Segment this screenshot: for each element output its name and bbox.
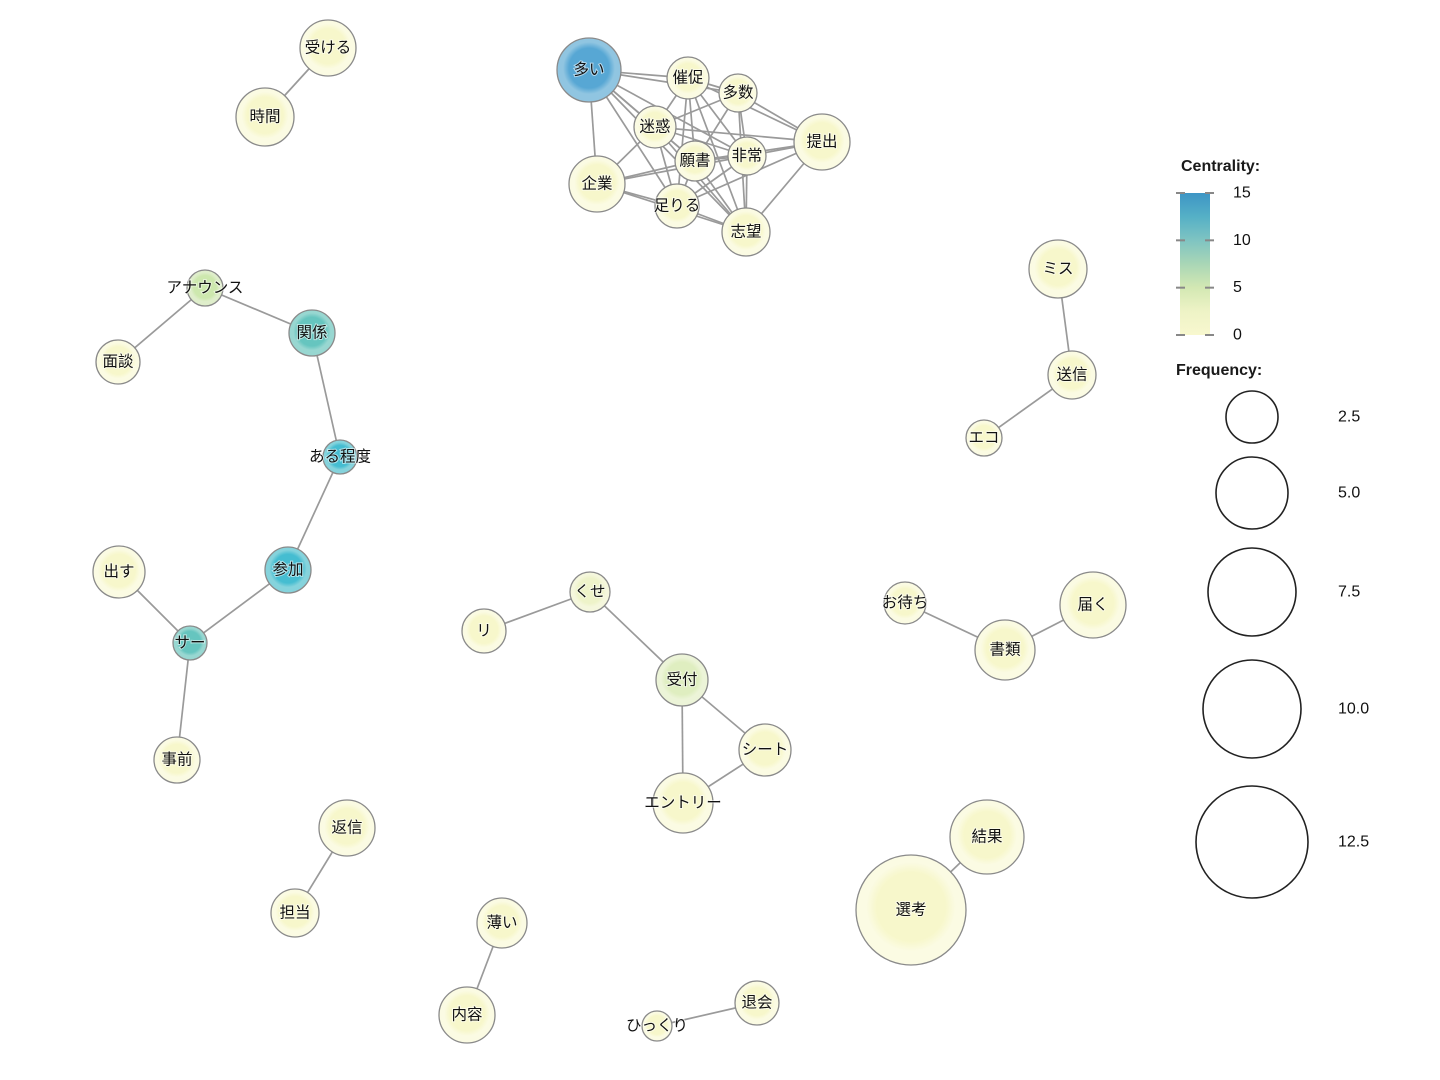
network-node (965, 419, 1003, 457)
network-node (1059, 571, 1127, 639)
network-node (186, 269, 224, 307)
frequency-legend-circle (1215, 456, 1289, 530)
node-label: 退会 (741, 994, 772, 1012)
network-node (322, 439, 358, 475)
centrality-tick-label: 0 (1233, 327, 1242, 344)
node-label: ミス (1042, 261, 1073, 278)
centrality-colorbar (1180, 193, 1210, 335)
network-node (949, 799, 1025, 875)
node-label: 受ける (305, 39, 352, 57)
network-node (674, 140, 716, 182)
network-node (568, 155, 626, 213)
node-label: 届く (1077, 597, 1108, 614)
network-edge (588, 69, 747, 233)
node-label: 担当 (279, 904, 310, 922)
node-label: くせ (574, 584, 605, 601)
node-label: アナウンス (167, 279, 244, 297)
frequency-legend-label: 7.5 (1338, 584, 1360, 601)
network-node (1028, 239, 1088, 299)
node-label: 時間 (249, 108, 280, 126)
network-node (1047, 350, 1097, 400)
network-node (172, 625, 208, 661)
network-node (738, 723, 792, 777)
node-label: 関係 (296, 324, 327, 342)
node-label: 内容 (451, 1006, 482, 1024)
frequency-legend-label: 10.0 (1338, 701, 1369, 718)
network-node (569, 571, 611, 613)
network-node (855, 854, 967, 966)
network-node (655, 653, 709, 707)
network-node (666, 56, 710, 100)
node-label: 参加 (272, 561, 303, 579)
network-node (727, 136, 767, 176)
node-label: ひっくり (626, 1018, 688, 1035)
network-node (718, 73, 758, 113)
network-node (95, 339, 141, 385)
node-label: 選考 (895, 901, 926, 919)
node-label: 足りる (654, 198, 701, 215)
node-label: 事前 (161, 751, 192, 769)
centrality-tick-label: 15 (1233, 185, 1251, 202)
node-label: 薄い (486, 914, 517, 932)
network-node (288, 309, 336, 357)
network-node (476, 897, 528, 949)
node-label: 多数 (722, 84, 754, 102)
centrality-tick-label: 5 (1233, 279, 1242, 296)
centrality-legend-title: Centrality: (1181, 158, 1261, 175)
network-node (734, 980, 780, 1026)
node-label: 送信 (1056, 366, 1087, 384)
node-label: エントリー (644, 795, 722, 812)
node-label: エコ (968, 430, 999, 447)
network-node (235, 87, 295, 147)
frequency-legend-circle (1195, 785, 1309, 899)
node-label: シート (742, 742, 789, 759)
node-label: 企業 (581, 175, 612, 193)
network-node (153, 736, 201, 784)
node-label: 出す (103, 563, 134, 581)
frequency-legend-circle (1207, 547, 1297, 637)
frequency-legend-circle (1202, 659, 1302, 759)
frequency-legend-label: 12.5 (1338, 834, 1369, 851)
node-label: 多い (573, 61, 604, 79)
node-label: 非常 (731, 147, 762, 165)
network-node (461, 608, 507, 654)
network-node (299, 19, 357, 77)
network-node (92, 545, 146, 599)
frequency-legend-title: Frequency: (1176, 362, 1263, 379)
frequency-legend-label: 5.0 (1338, 485, 1360, 502)
node-label: 催促 (672, 69, 703, 87)
network-node (633, 105, 677, 149)
node-label: 提出 (806, 133, 837, 151)
network-node (652, 772, 714, 834)
node-label: 返信 (331, 819, 362, 837)
node-label: 願書 (679, 152, 710, 170)
frequency-legend-circle (1225, 390, 1279, 444)
node-label: 受付 (666, 671, 697, 689)
network-node (883, 581, 927, 625)
node-label: 結果 (971, 828, 1002, 846)
node-label: リ (476, 623, 492, 640)
network-edge (687, 77, 747, 233)
network-node (438, 986, 496, 1044)
node-label: 面談 (102, 353, 133, 371)
node-label: 志望 (730, 223, 761, 241)
node-label: サー (174, 635, 205, 652)
network-node (721, 207, 771, 257)
node-label: 迷惑 (639, 118, 670, 136)
node-label: ある程度 (309, 448, 371, 466)
network-node (264, 546, 312, 594)
network-node (793, 113, 851, 171)
network-node (556, 37, 622, 103)
centrality-tick-label: 10 (1233, 232, 1251, 249)
node-label: 書類 (989, 641, 1021, 659)
node-label: お待ち (882, 594, 929, 612)
frequency-legend-label: 2.5 (1338, 409, 1360, 426)
network-node (270, 888, 320, 938)
network-node (974, 619, 1036, 681)
network-node (641, 1010, 673, 1042)
network-node (318, 799, 376, 857)
network-node (654, 183, 700, 229)
